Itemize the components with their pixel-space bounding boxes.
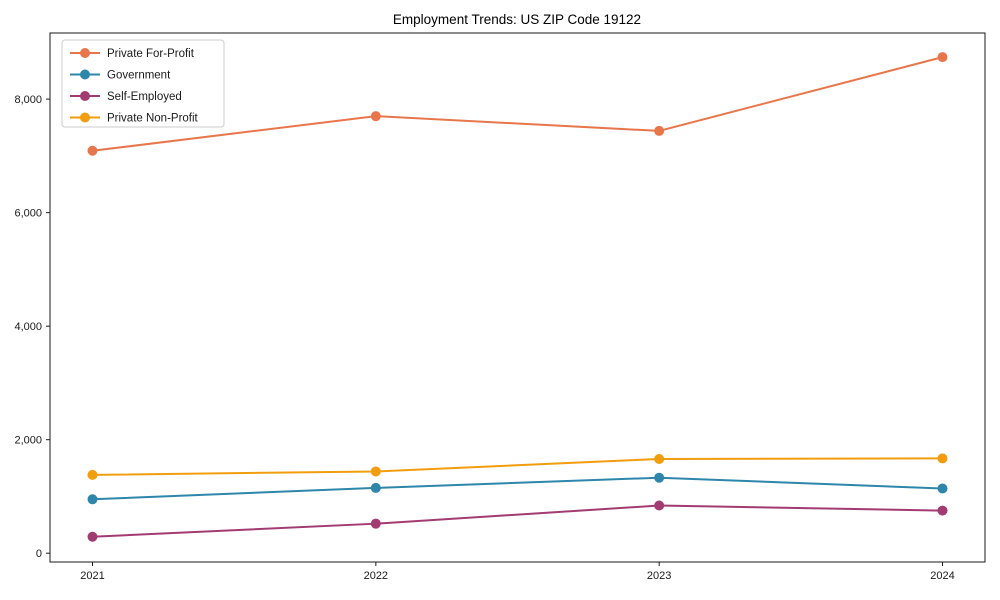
legend-item-private-for-profit: Private For-Profit bbox=[70, 48, 195, 60]
legend-marker-private-for-profit bbox=[80, 48, 90, 58]
data-point-government-2023 bbox=[654, 472, 665, 483]
legend-marker-government bbox=[80, 69, 90, 80]
y-tick-label: 2,000 bbox=[14, 435, 42, 447]
y-tick-label: 8,000 bbox=[14, 94, 42, 106]
data-point-self-employed-2023 bbox=[654, 500, 665, 511]
legend-item-private-non-profit: Private Non-Profit bbox=[70, 112, 199, 125]
y-tick-label: 0 bbox=[36, 548, 42, 560]
data-point-self-employed-2024 bbox=[937, 505, 948, 516]
data-point-self-employed-2022 bbox=[370, 518, 381, 529]
legend-item-self-employed: Self-Employed bbox=[70, 91, 182, 103]
x-tick-label-2024: 2024 bbox=[930, 570, 954, 582]
series-line-government bbox=[92, 476, 943, 501]
data-point-private-non-profit-2021 bbox=[87, 469, 98, 480]
data-point-private-for-profit-2023 bbox=[654, 125, 665, 136]
legend-marker-private-non-profit bbox=[80, 112, 90, 123]
data-point-private-for-profit-2022 bbox=[370, 111, 381, 122]
legend-box bbox=[61, 39, 225, 128]
data-point-private-for-profit-2024 bbox=[937, 52, 948, 63]
legend-label: Self-Employed bbox=[107, 91, 182, 103]
y-tick-label: 4,000 bbox=[14, 321, 42, 333]
legend-item-government: Government bbox=[70, 69, 171, 82]
x-tick-label-2022: 2022 bbox=[364, 570, 388, 582]
y-tick-label: 6,000 bbox=[14, 208, 42, 220]
data-point-private-non-profit-2024 bbox=[937, 453, 948, 464]
chart-title: Employment Trends: US ZIP Code 19122 bbox=[393, 12, 641, 27]
data-point-self-employed-2021 bbox=[87, 531, 98, 542]
series-line-self-employed bbox=[92, 504, 943, 538]
legend-marker-self-employed bbox=[80, 91, 90, 101]
data-point-government-2022 bbox=[370, 482, 381, 493]
plot-border bbox=[49, 32, 986, 563]
data-point-government-2024 bbox=[937, 483, 948, 494]
data-point-government-2021 bbox=[87, 494, 98, 505]
series-line-private-non-profit bbox=[92, 457, 943, 476]
x-tick-label-2021: 2021 bbox=[80, 570, 104, 582]
legend-label: Private Non-Profit bbox=[107, 113, 199, 125]
x-tick-label-2023: 2023 bbox=[647, 570, 671, 582]
legend: Private For-Profit Government Self-Employe… bbox=[61, 39, 225, 128]
data-point-private-non-profit-2023 bbox=[654, 453, 665, 464]
legend-label: Government bbox=[107, 70, 171, 82]
data-point-private-non-profit-2022 bbox=[370, 466, 381, 477]
legend-label: Private For-Profit bbox=[107, 48, 195, 60]
series-line-private-for-profit bbox=[92, 56, 943, 152]
data-point-private-for-profit-2021 bbox=[87, 145, 98, 156]
